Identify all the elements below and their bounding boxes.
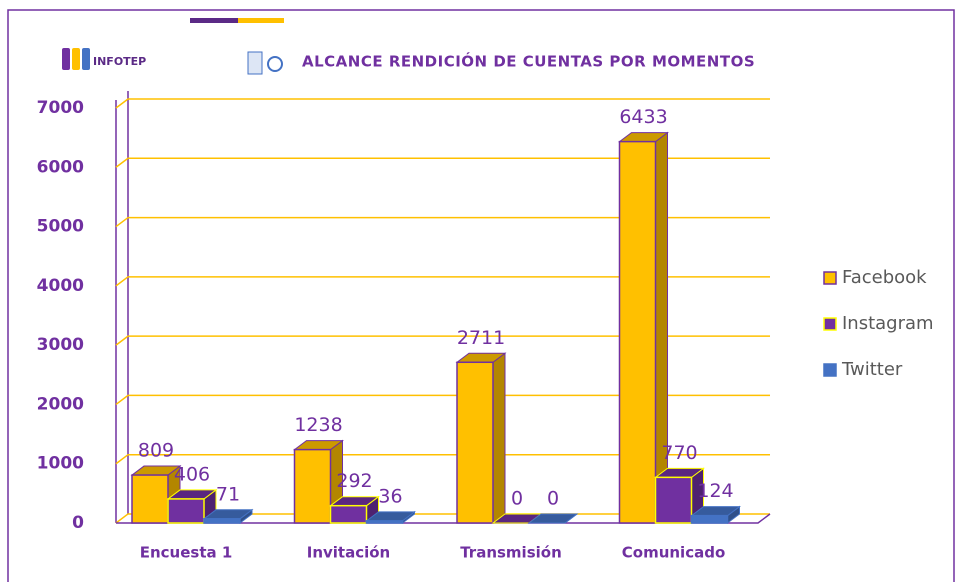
logo-text: INFOTEP xyxy=(93,55,146,68)
bar-top xyxy=(527,513,579,524)
value-label: 809 xyxy=(138,440,174,462)
x-tick-label: Invitación xyxy=(307,544,391,562)
y-tick-label: 0 xyxy=(72,513,84,533)
legend-marker xyxy=(823,363,837,377)
y-tick-label: 7000 xyxy=(37,98,84,118)
y-tick-label: 6000 xyxy=(37,157,84,177)
grid-line xyxy=(115,335,770,346)
x-tick-label: Transmisión xyxy=(460,544,562,562)
bar-front xyxy=(203,518,241,524)
accent-bar xyxy=(238,18,284,23)
y-tick-label: 5000 xyxy=(37,217,84,237)
value-label: 292 xyxy=(336,470,372,492)
y-tick-label: 1000 xyxy=(37,454,84,474)
grid-line xyxy=(115,216,770,228)
bar-front xyxy=(456,361,494,524)
value-label: 2711 xyxy=(457,327,505,349)
legend-label: Twitter xyxy=(841,359,903,380)
bar-front xyxy=(329,504,368,524)
bar-front xyxy=(131,474,169,524)
bar-side xyxy=(492,352,506,524)
value-label: 406 xyxy=(174,463,210,485)
bar xyxy=(329,495,380,524)
x-tick-label: Encuesta 1 xyxy=(140,544,233,562)
legend-marker xyxy=(823,317,837,331)
partner-logo xyxy=(247,51,263,75)
grid-line xyxy=(115,453,770,465)
logo-icon xyxy=(82,48,90,70)
value-label: 124 xyxy=(697,480,733,502)
value-label: 0 xyxy=(511,488,523,510)
bar xyxy=(690,505,741,524)
logo-icon xyxy=(72,48,80,70)
logo: INFOTEP xyxy=(62,48,283,75)
value-label: 770 xyxy=(661,442,697,464)
value-label: 0 xyxy=(547,488,559,510)
frame xyxy=(7,9,955,586)
y-tick-label: 4000 xyxy=(37,276,84,296)
bar xyxy=(293,439,344,524)
value-label: 36 xyxy=(378,485,402,507)
legend-label: Facebook xyxy=(842,267,927,288)
bar xyxy=(455,352,507,524)
bar xyxy=(527,513,579,524)
partner-logo xyxy=(267,56,283,72)
grid-line xyxy=(115,98,770,109)
grid-line xyxy=(115,394,770,406)
bar-front xyxy=(618,140,657,524)
bar xyxy=(618,131,669,524)
grid-line xyxy=(115,276,770,287)
value-label: 6433 xyxy=(619,106,667,128)
bar-front xyxy=(690,514,729,524)
bar xyxy=(202,508,254,524)
bar-front xyxy=(654,476,693,524)
bar xyxy=(166,488,218,524)
y-tick-label: 3000 xyxy=(37,335,84,355)
legend-marker xyxy=(823,271,837,285)
y-tick-label: 2000 xyxy=(37,394,84,414)
grid-line xyxy=(115,157,770,168)
chart-title: ALCANCE RENDICIÓN DE CUENTAS POR MOMENTO… xyxy=(302,52,755,71)
bar-front xyxy=(293,448,332,524)
bar-front xyxy=(167,498,205,524)
x-tick-label: Comunicado xyxy=(622,544,726,562)
value-label: 1238 xyxy=(294,414,342,436)
bar-front xyxy=(365,520,404,524)
bar-side xyxy=(655,131,668,524)
accent-bar xyxy=(190,18,238,23)
bar xyxy=(365,510,416,524)
value-label: 71 xyxy=(216,483,240,505)
legend-label: Instagram xyxy=(842,313,934,334)
logo-icon xyxy=(62,48,70,70)
